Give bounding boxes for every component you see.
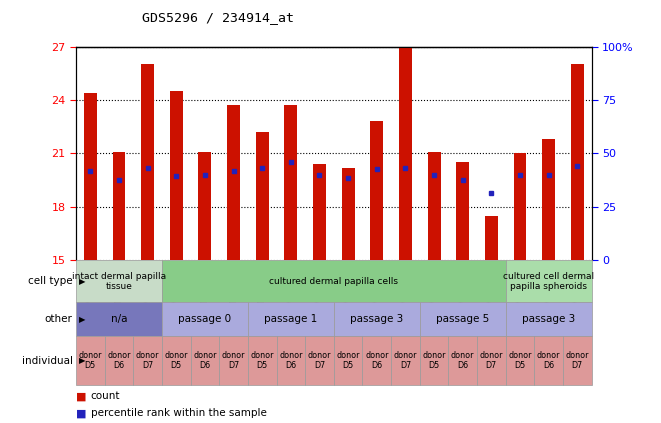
Text: ▶: ▶: [79, 277, 86, 286]
Text: percentile rank within the sample: percentile rank within the sample: [91, 409, 266, 418]
Text: n/a: n/a: [111, 314, 127, 324]
Text: GDS5296 / 234914_at: GDS5296 / 234914_at: [142, 11, 294, 24]
Text: donor
D7: donor D7: [394, 351, 417, 370]
Bar: [428, 151, 440, 260]
Bar: [456, 162, 469, 260]
Text: intact dermal papilla
tissue: intact dermal papilla tissue: [72, 272, 166, 291]
Bar: [112, 151, 126, 260]
Bar: [342, 168, 354, 260]
Text: passage 3: passage 3: [522, 314, 575, 324]
Text: donor
D7: donor D7: [222, 351, 245, 370]
Text: donor
D6: donor D6: [193, 351, 217, 370]
Bar: [170, 91, 182, 260]
Bar: [571, 64, 584, 260]
Text: donor
D5: donor D5: [508, 351, 531, 370]
Text: passage 5: passage 5: [436, 314, 489, 324]
Bar: [198, 151, 212, 260]
Text: passage 3: passage 3: [350, 314, 403, 324]
Text: count: count: [91, 391, 120, 401]
Text: ▶: ▶: [79, 315, 86, 324]
Bar: [399, 48, 412, 260]
Text: donor
D6: donor D6: [451, 351, 475, 370]
Text: donor
D7: donor D7: [308, 351, 331, 370]
Text: donor
D5: donor D5: [422, 351, 446, 370]
Bar: [256, 132, 268, 260]
Text: ■: ■: [76, 409, 87, 418]
Text: cell type: cell type: [28, 276, 73, 286]
Text: ▶: ▶: [79, 356, 86, 365]
Text: donor
D7: donor D7: [566, 351, 589, 370]
Bar: [227, 105, 240, 260]
Text: cultured dermal papilla cells: cultured dermal papilla cells: [269, 277, 399, 286]
Text: donor
D5: donor D5: [336, 351, 360, 370]
Text: donor
D6: donor D6: [537, 351, 561, 370]
Text: individual: individual: [22, 356, 73, 365]
Text: donor
D7: donor D7: [136, 351, 159, 370]
Text: donor
D5: donor D5: [79, 351, 102, 370]
Text: donor
D7: donor D7: [480, 351, 503, 370]
Bar: [313, 164, 326, 260]
Text: other: other: [45, 314, 73, 324]
Bar: [542, 139, 555, 260]
Text: donor
D6: donor D6: [279, 351, 303, 370]
Text: donor
D6: donor D6: [107, 351, 131, 370]
Bar: [141, 64, 154, 260]
Text: donor
D6: donor D6: [365, 351, 389, 370]
Bar: [485, 216, 498, 260]
Text: passage 0: passage 0: [178, 314, 231, 324]
Text: passage 1: passage 1: [264, 314, 317, 324]
Text: ■: ■: [76, 391, 87, 401]
Text: donor
D5: donor D5: [251, 351, 274, 370]
Bar: [84, 93, 97, 260]
Text: donor
D5: donor D5: [165, 351, 188, 370]
Text: cultured cell dermal
papilla spheroids: cultured cell dermal papilla spheroids: [503, 272, 594, 291]
Bar: [514, 154, 526, 260]
Bar: [284, 105, 297, 260]
Bar: [370, 121, 383, 260]
